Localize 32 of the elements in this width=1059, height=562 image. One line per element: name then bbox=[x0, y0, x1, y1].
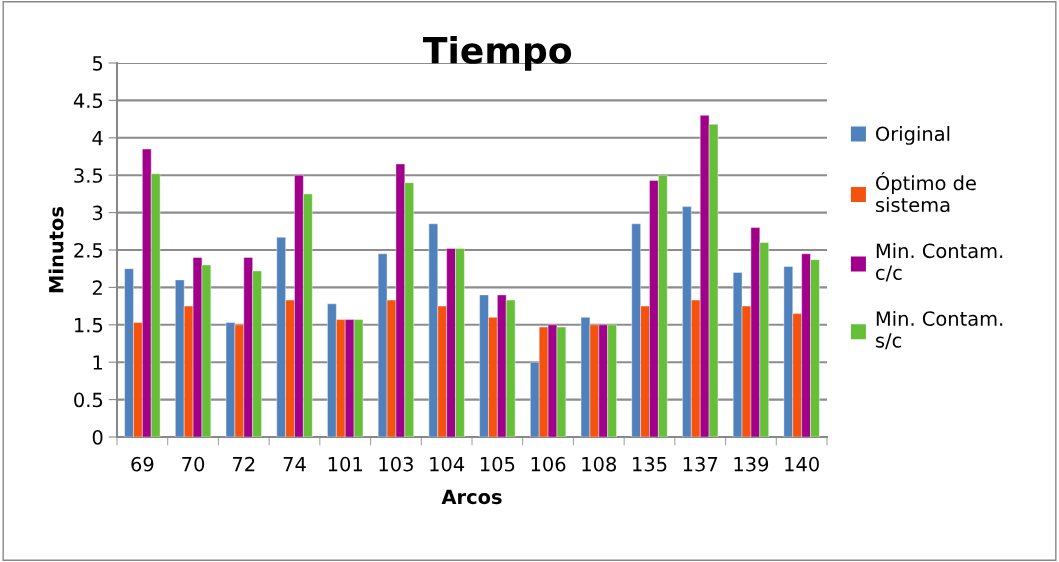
x-tick-label: 104 bbox=[430, 456, 465, 472]
x-tick-label: 70 bbox=[182, 456, 205, 472]
x-tick-label: 74 bbox=[283, 457, 306, 472]
chart-title: Tiempo bbox=[423, 35, 572, 71]
y-tick-label: 0.5 bbox=[74, 392, 103, 408]
x-tick-label: 105 bbox=[480, 456, 515, 472]
y-tick-label: 2.5 bbox=[74, 242, 103, 258]
y-tick-label: 1.5 bbox=[75, 318, 103, 333]
y-tick-label: 2 bbox=[92, 280, 102, 295]
x-tick-label: 72 bbox=[233, 456, 255, 472]
legend-label: Original bbox=[876, 126, 950, 145]
y-tick-label: 4.5 bbox=[73, 93, 103, 109]
y-tick-label: 4 bbox=[92, 131, 103, 146]
y-tick-label: 0 bbox=[92, 429, 103, 445]
x-axis-title: Arcos bbox=[441, 489, 502, 505]
x-tick-label: 140 bbox=[785, 456, 819, 472]
x-tick-label: 103 bbox=[379, 456, 413, 472]
x-tick-label: 137 bbox=[683, 456, 718, 472]
y-axis-title: Minutos bbox=[48, 206, 64, 293]
x-tick-label: 101 bbox=[328, 456, 362, 472]
x-tick-label: 108 bbox=[582, 456, 617, 472]
legend-label: Min. Contam. c/c bbox=[876, 243, 1003, 282]
x-tick-label: 135 bbox=[633, 456, 667, 472]
x-tick-label: 139 bbox=[734, 456, 769, 472]
y-tick-label: 1 bbox=[93, 355, 103, 370]
y-tick-label: 5 bbox=[92, 56, 103, 71]
legend-label: Min. Contam. s/c bbox=[875, 310, 1003, 350]
y-tick-label: 3.5 bbox=[74, 168, 103, 183]
x-tick-label: 69 bbox=[131, 456, 154, 472]
legend-label: Óptimo de sistema bbox=[875, 172, 976, 213]
y-tick-label: 3 bbox=[92, 205, 103, 221]
x-tick-label: 106 bbox=[531, 456, 566, 472]
